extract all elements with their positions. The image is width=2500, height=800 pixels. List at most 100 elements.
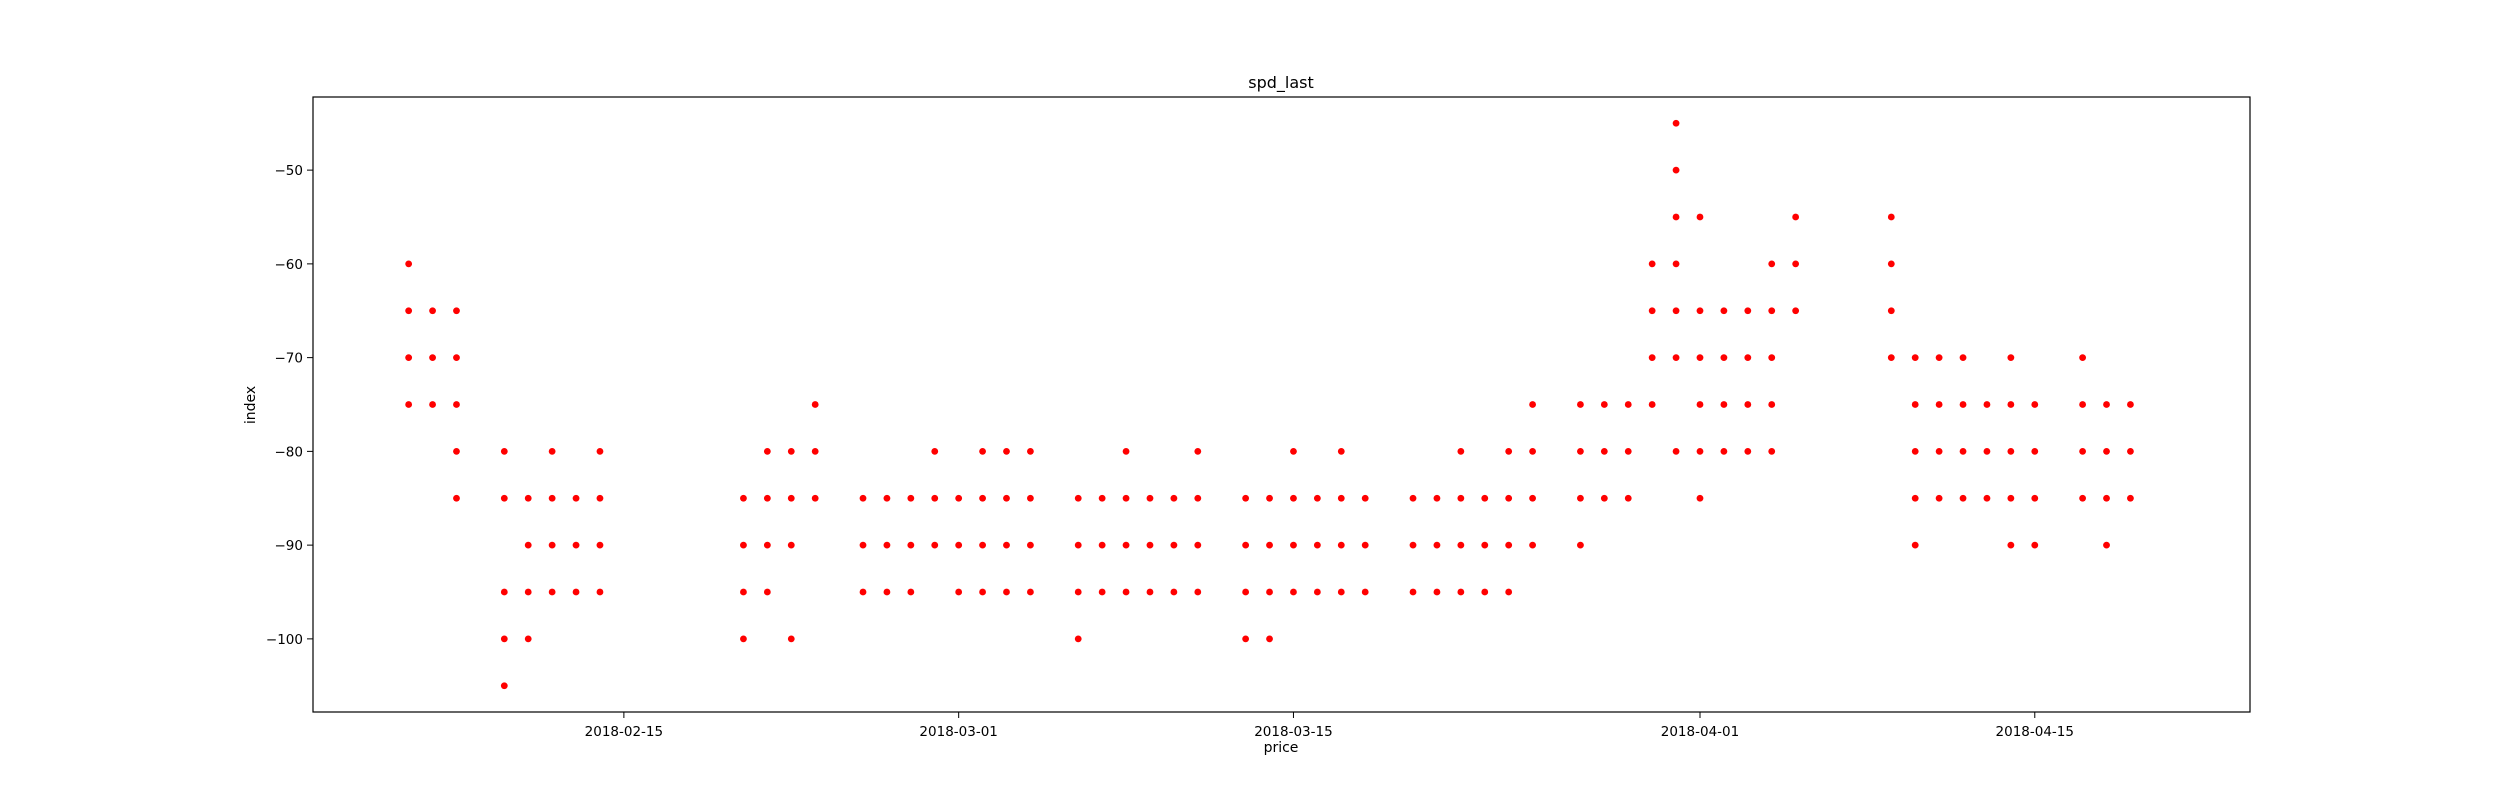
- data-point: [2031, 401, 2039, 408]
- data-point: [787, 447, 795, 455]
- data-point: [2079, 494, 2087, 502]
- data-point: [1648, 401, 1656, 408]
- x-axis-label: price: [1264, 740, 1299, 756]
- data-point: [2103, 401, 2110, 408]
- data-point: [811, 494, 819, 502]
- data-point: [740, 588, 747, 596]
- x-tick-label: 2018-04-15: [1996, 724, 2074, 740]
- data-point: [1361, 494, 1369, 502]
- data-point: [907, 494, 915, 502]
- data-point: [931, 447, 939, 455]
- y-tick-label: −100: [266, 632, 303, 648]
- data-point: [1600, 494, 1608, 502]
- data-point: [979, 588, 986, 596]
- data-point: [2103, 447, 2110, 455]
- data-point: [2007, 354, 2015, 362]
- data-point: [1887, 260, 1895, 268]
- data-point: [1433, 588, 1441, 596]
- data-point: [1337, 494, 1345, 502]
- y-tick-label: −50: [275, 163, 304, 179]
- data-point: [1768, 260, 1776, 268]
- data-point: [1696, 494, 1704, 502]
- data-point: [979, 494, 986, 502]
- data-point: [429, 354, 436, 362]
- data-point: [1074, 588, 1082, 596]
- data-point: [1003, 494, 1010, 502]
- y-tick-label: −80: [275, 444, 304, 460]
- data-point: [1481, 541, 1489, 549]
- y-tick-label: −60: [275, 257, 304, 273]
- data-point: [1122, 494, 1130, 502]
- data-point: [1529, 494, 1536, 502]
- data-point: [1529, 447, 1536, 455]
- data-point: [907, 588, 915, 596]
- x-tick-label: 2018-03-15: [1254, 724, 1332, 740]
- data-point: [453, 494, 460, 502]
- data-point: [1577, 494, 1584, 502]
- data-point: [1935, 354, 1943, 362]
- data-point: [548, 588, 556, 596]
- data-point: [572, 588, 580, 596]
- data-point: [1003, 447, 1010, 455]
- data-point: [1600, 401, 1608, 408]
- data-point: [1122, 447, 1130, 455]
- data-point: [1290, 588, 1297, 596]
- data-point: [1887, 307, 1895, 315]
- data-point: [453, 401, 460, 408]
- data-point: [596, 588, 604, 596]
- data-point: [883, 588, 891, 596]
- data-point: [1744, 354, 1752, 362]
- data-point: [2127, 401, 2134, 408]
- chart-title: spd_last: [1248, 73, 1314, 93]
- data-point: [1290, 447, 1297, 455]
- data-point: [763, 447, 771, 455]
- data-point: [1768, 447, 1776, 455]
- data-point: [1577, 401, 1584, 408]
- y-tick-label: −70: [275, 351, 304, 367]
- data-point: [955, 588, 963, 596]
- data-point: [1409, 541, 1417, 549]
- data-point: [1672, 213, 1680, 221]
- data-point: [931, 494, 939, 502]
- data-point: [1911, 401, 1919, 408]
- data-point: [1744, 307, 1752, 315]
- data-point: [1744, 447, 1752, 455]
- data-point: [787, 494, 795, 502]
- data-point: [1266, 588, 1273, 596]
- data-point: [1003, 541, 1010, 549]
- data-point: [1720, 401, 1728, 408]
- data-point: [1720, 447, 1728, 455]
- data-point: [1696, 447, 1704, 455]
- data-point: [1505, 494, 1513, 502]
- data-point: [1409, 588, 1417, 596]
- data-point: [1027, 447, 1034, 455]
- data-point: [500, 447, 508, 455]
- data-point: [1242, 494, 1250, 502]
- data-point: [740, 494, 747, 502]
- data-point: [1027, 588, 1034, 596]
- data-point: [1313, 541, 1321, 549]
- data-point: [1074, 541, 1082, 549]
- data-point: [1290, 494, 1297, 502]
- data-point: [572, 541, 580, 549]
- data-point: [883, 494, 891, 502]
- x-tick-label: 2018-04-01: [1661, 724, 1739, 740]
- x-axis: 2018-02-15 2018-03-01 2018-03-15 2018-04-01…: [585, 712, 2074, 740]
- data-point: [1911, 354, 1919, 362]
- data-point: [979, 541, 986, 549]
- data-point: [1337, 447, 1345, 455]
- data-point: [859, 588, 867, 596]
- data-point: [1672, 119, 1680, 127]
- data-point: [1696, 307, 1704, 315]
- data-point: [1935, 401, 1943, 408]
- y-tick-label: −90: [275, 538, 304, 554]
- data-point: [883, 541, 891, 549]
- data-point: [1792, 213, 1800, 221]
- data-point: [763, 588, 771, 596]
- data-point: [2031, 447, 2039, 455]
- data-point: [907, 541, 915, 549]
- data-point: [1648, 260, 1656, 268]
- data-point: [1027, 494, 1034, 502]
- data-point: [429, 401, 436, 408]
